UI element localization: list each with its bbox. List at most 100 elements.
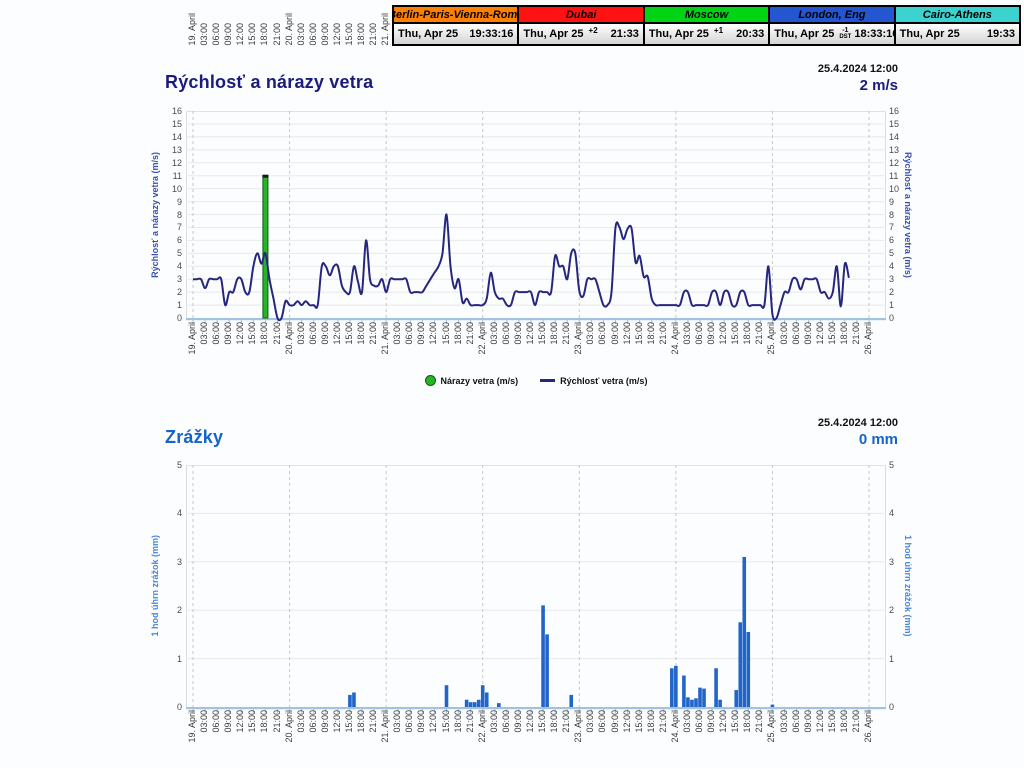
y-tick-label: 4 [176,261,182,272]
x-tick-label: 18:00 [838,710,849,733]
x-tick-label: 25. April [766,322,777,355]
x-tick-label: 03:00 [392,322,403,345]
x-tick-label: 21. April [380,710,391,743]
x-tick-label: 06:00 [694,322,704,345]
x-tick-label: 03:00 [199,322,210,345]
clock-cairo-athens: Cairo-Athens Thu, Apr 25 19:33 [895,7,1020,44]
x-tick-label: 12:00 [235,710,246,733]
clock-city-time: Thu, Apr 25 19:33:16 [394,24,518,44]
clock-berlin-paris-vienna-roma: Berlin-Paris-Vienna-Roma Thu, Apr 25 19:33… [394,7,520,44]
x-tick-label: 03:00 [295,710,306,733]
y-tick-label: 13 [889,144,900,155]
x-tick-label: 18:00 [356,710,366,733]
clock-time: 20:33 [736,28,765,40]
x-tick-label: 06:00 [790,322,801,345]
x-tick-label: 22. April [476,710,487,743]
x-tick-label: 06:00 [597,710,608,733]
legend-item-gusts[interactable]: Nárazy vetra (m/s) [424,375,519,386]
precip-bar [698,687,702,707]
precip-bar [464,699,469,707]
x-tick-label: 19. April [187,322,197,355]
y-tick-label: 9 [176,196,182,207]
precip-bar [718,699,722,707]
x-tick-label: 06:00 [211,23,222,46]
wind-legend: Nárazy vetra (m/s) Rýchlosť vetra (m/s) [186,375,886,386]
x-tick-label: 19. April [187,13,197,46]
x-tick-label: 09:00 [512,710,523,733]
y-tick-label: 6 [889,235,895,246]
precip-bar [348,694,352,707]
x-tick-label: 09:00 [706,710,717,733]
y-tick-label: 3 [889,274,895,285]
x-tick-label: 15:00 [343,322,354,345]
x-tick-label: 21:00 [850,710,861,733]
y-tick-label: 5 [176,248,182,259]
top-axis-labels: 19. April 03:00 06:00 09:00 12:00 15:00 18:00 2… [186,0,392,46]
world-clock-bar: Berlin-Paris-Vienna-Roma Thu, Apr 25 19:33… [392,5,1021,46]
x-tick-label: 18:00 [356,23,366,46]
x-tick-label: 21:00 [464,710,475,733]
x-tick-label: 09:00 [609,322,620,345]
x-tick-label: 12:00 [331,23,342,46]
precip-bar [690,699,694,707]
x-tick-label: 06:00 [694,710,704,733]
clock-city-name: Cairo-Athens [895,7,1020,24]
x-tick-label: 15:00 [247,23,258,46]
clock-date: Thu, Apr 25 [398,28,459,40]
x-tick-label: 15:00 [537,710,548,733]
y-tick-label: 11 [889,170,899,181]
y-tick-label: 4 [889,261,895,272]
y-tick-label: 2 [176,287,182,298]
x-tick-label: 09:00 [223,23,234,46]
x-tick-label: 12:00 [235,322,246,345]
x-tick-label: 15:00 [633,710,644,733]
y-tick-label: 2 [176,605,182,616]
precip-y-axis-title-left: 1 hod úhrn zrážok (mm) [150,535,160,637]
clock-city-time: Thu, Apr 25 -1 DST 18:33:16 [770,24,898,44]
precip-bar [686,697,690,707]
x-tick-label: 06:00 [597,322,608,345]
y-tick-label: 15 [889,118,900,129]
x-tick-label: 12:00 [621,710,632,733]
x-tick-label: 06:00 [790,710,801,733]
precip-bar [714,668,718,707]
y-tick-label: 1 [889,300,895,311]
y-tick-label: 8 [176,209,182,220]
clock-city-time: Thu, Apr 25 +1 20:33 [644,24,769,44]
x-tick-label: 12:00 [621,322,632,345]
x-tick-label: 20. April [283,13,294,46]
x-tick-label: 12:00 [331,322,342,345]
wind-x-tick-labels: 19. April 03:00 06:00 09:00 12:00 15:00 18:00 2… [186,322,886,374]
x-tick-label: 03:00 [681,710,692,733]
x-tick-label: 12:00 [428,322,439,345]
clock-utc-offset: +1 [713,25,724,35]
precip-bar [742,556,747,707]
clock-city-name: Dubai [519,7,643,24]
x-tick-label: 18:00 [549,710,560,733]
gusts-legend-label: Nárazy vetra (m/s) [440,375,519,386]
y-tick-label: 1 [176,300,182,311]
clock-date: Thu, Apr 25 [523,28,584,40]
gust-bar [262,175,269,319]
x-tick-label: 21:00 [368,710,379,733]
x-tick-label: 03:00 [681,322,692,345]
precip-bar [738,622,743,707]
legend-item-wind-speed[interactable]: Rýchlosť vetra (m/s) [540,376,647,386]
wind-speed-line [193,213,850,322]
precip-bar [569,694,574,707]
wind-chart-title: Rýchlosť a nárazy vetra [165,72,374,92]
x-tick-label: 03:00 [199,23,210,46]
x-tick-label: 21:00 [657,710,668,733]
x-tick-label: 15:00 [730,322,741,345]
precip-bar [444,685,449,707]
clock-moscow: Moscow Thu, Apr 25 +1 20:33 [644,7,771,44]
x-tick-label: 12:00 [718,322,729,345]
x-tick-label: 21:00 [271,710,282,733]
x-tick-label: 12:00 [718,710,729,733]
precip-bar [472,702,477,707]
y-tick-label: 3 [176,274,182,285]
x-tick-label: 06:00 [211,322,222,345]
y-tick-label: 12 [171,157,182,168]
x-tick-label: 21. April [380,322,391,355]
y-tick-label: 8 [889,209,895,220]
